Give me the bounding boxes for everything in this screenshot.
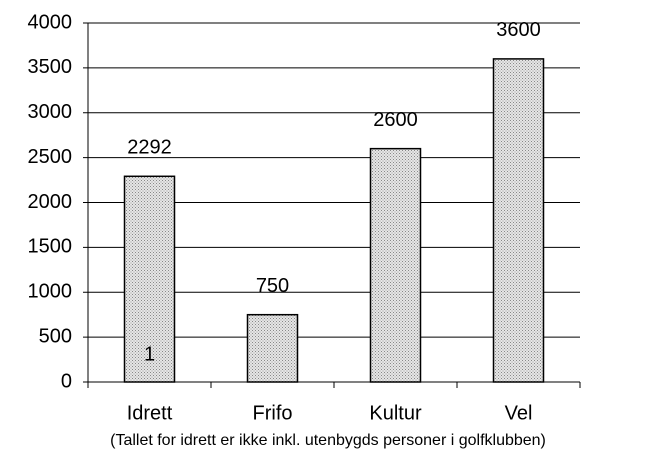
x-tick-label: Frifo <box>253 402 293 424</box>
data-label: 2292 <box>127 137 172 159</box>
x-tick-label: Kultur <box>369 402 422 424</box>
y-tick-label: 500 <box>39 325 72 347</box>
y-tick-label: 3000 <box>28 101 73 123</box>
annotation: 1 <box>144 343 155 365</box>
x-tick-label: Vel <box>505 402 533 424</box>
y-tick-label: 3500 <box>28 56 73 78</box>
bar <box>246 313 299 383</box>
y-tick-label: 4000 <box>28 11 73 33</box>
y-tick-label: 1000 <box>28 281 73 303</box>
y-tick-label: 2500 <box>28 146 73 168</box>
data-label: 3600 <box>496 19 541 41</box>
y-tick-label: 1500 <box>28 236 73 258</box>
data-label: 2600 <box>373 109 418 131</box>
y-tick-label: 0 <box>61 370 72 392</box>
caption: (Tallet for idrett er ikke inkl. utenbyg… <box>110 432 546 449</box>
bar <box>369 147 422 383</box>
bar <box>492 58 545 383</box>
bar <box>123 175 176 383</box>
y-tick-label: 2000 <box>28 191 73 213</box>
x-tick-label: Idrett <box>127 402 173 424</box>
data-label: 750 <box>256 275 289 297</box>
